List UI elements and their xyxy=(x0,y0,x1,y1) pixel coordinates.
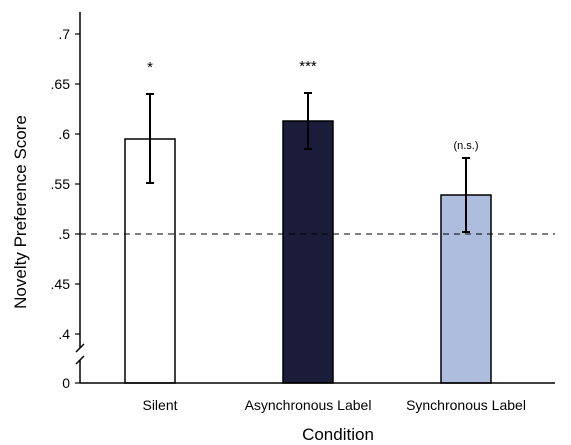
x-axis-title: Condition xyxy=(302,425,374,444)
axis-break-mark xyxy=(75,355,85,365)
significance-label: *** xyxy=(299,58,317,75)
bar xyxy=(282,120,334,384)
category-label: Synchronous Label xyxy=(406,397,526,413)
y-tick-label: .4 xyxy=(58,326,70,342)
y-tick-label: .65 xyxy=(51,76,71,92)
category-label: Asynchronous Label xyxy=(245,397,372,413)
y-tick-label: .45 xyxy=(51,276,71,292)
category-labels: Silent Asynchronous Label Synchronous Labe… xyxy=(142,397,525,413)
significance-label: * xyxy=(147,59,153,76)
error-bar xyxy=(146,93,154,184)
y-tick-label: .6 xyxy=(58,126,70,142)
error-bar xyxy=(462,157,470,233)
error-bar xyxy=(304,92,312,150)
significance-labels: * ***(n.s.) xyxy=(147,58,478,152)
error-bars xyxy=(146,92,470,233)
y-tick-label: .55 xyxy=(51,176,71,192)
y-axis-title: Novelty Preference Score xyxy=(11,115,30,309)
y-tick-labels: .7 .65 .6 .55 .5 .45 .4 0 xyxy=(51,26,71,391)
y-tick-label: .7 xyxy=(58,26,70,42)
bars xyxy=(124,120,492,384)
y-tick-label-zero: 0 xyxy=(62,375,70,391)
axes xyxy=(75,12,555,384)
significance-label: (n.s.) xyxy=(453,140,478,152)
axis-break-mark xyxy=(75,343,85,353)
y-tick-label: .5 xyxy=(58,226,70,242)
category-label: Silent xyxy=(142,397,177,413)
